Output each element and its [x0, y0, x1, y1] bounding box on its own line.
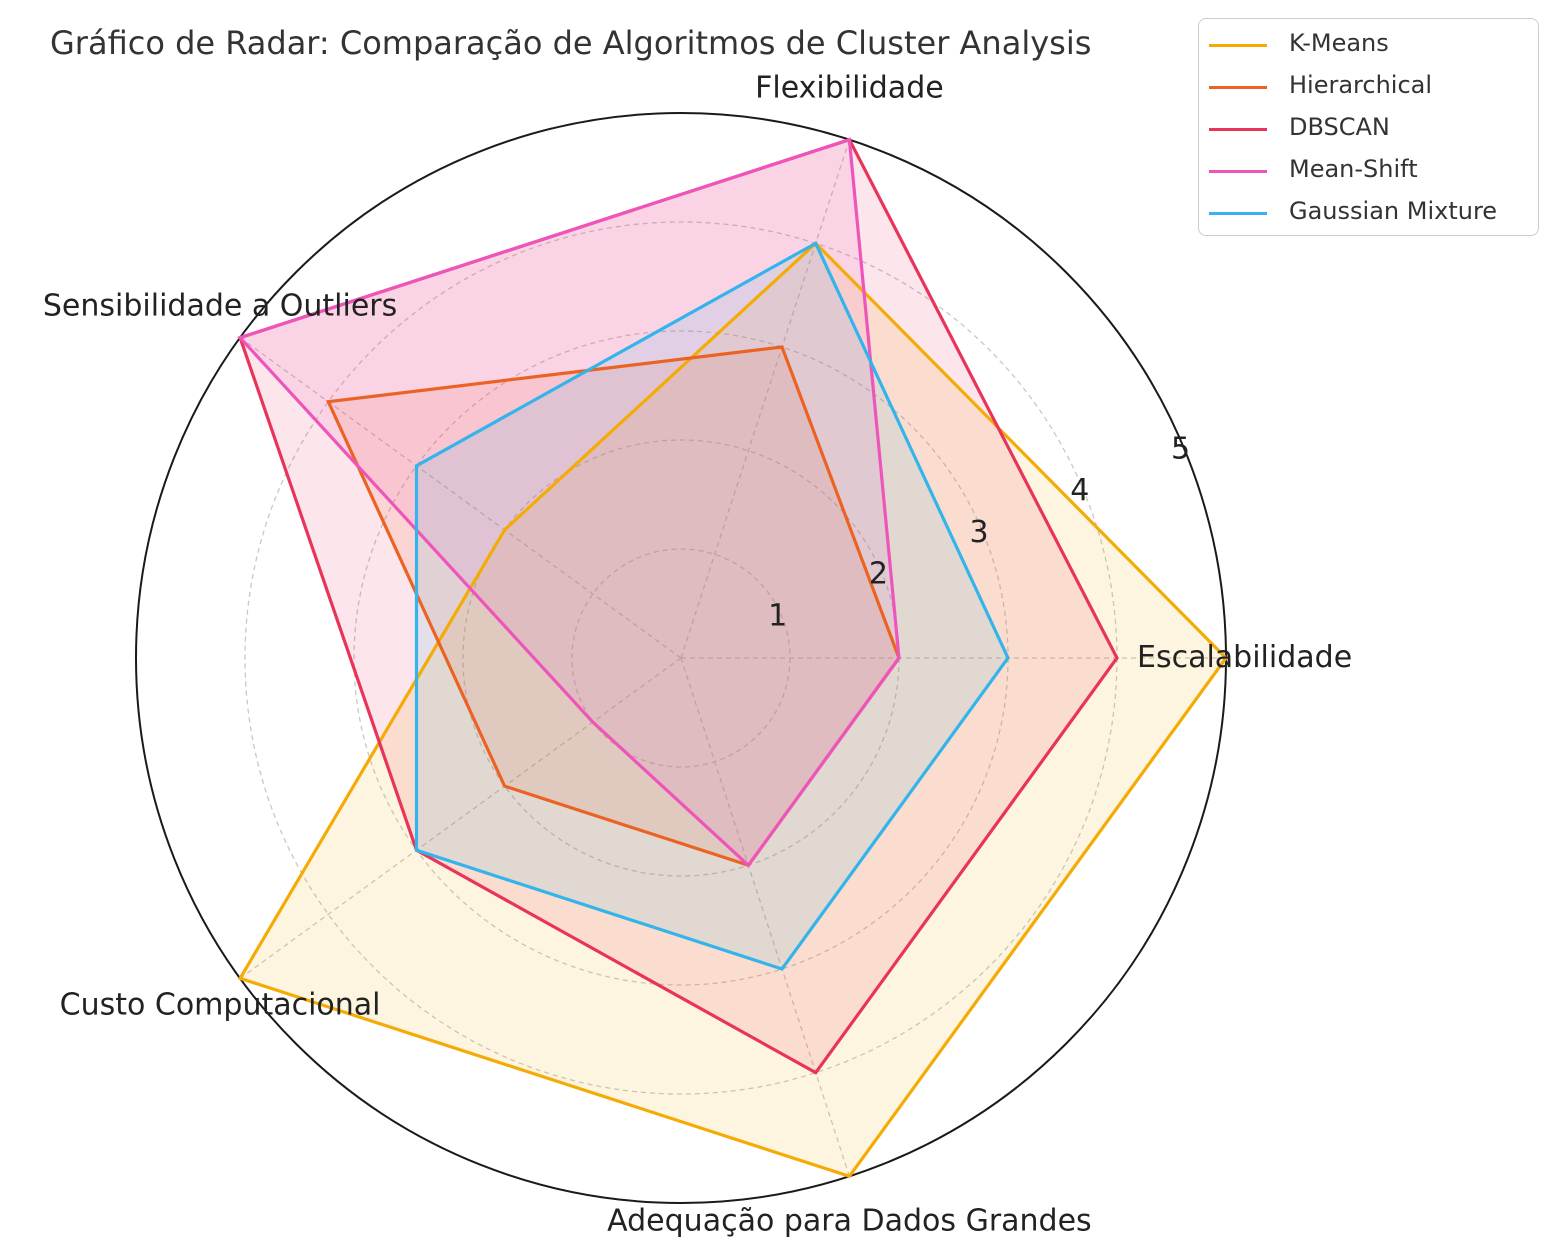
legend-label: DBSCAN [1289, 113, 1390, 141]
axis-label: Flexibilidade [755, 71, 944, 106]
axis-labels: 1 2 3 4 5 Escalabilidade Flexibilidade Sensibil… [43, 71, 1352, 1239]
series-fill [240, 139, 900, 866]
legend-label: Mean-Shift [1289, 155, 1418, 183]
axis-label: Escalabilidade [1137, 640, 1352, 675]
legend-swatch [1209, 212, 1267, 215]
series-lines [237, 137, 1229, 1179]
radial-tick-label: 4 [1070, 473, 1089, 508]
legend-swatch [1209, 170, 1267, 173]
series-fill [240, 139, 1118, 1073]
radial-tick-label: 2 [869, 557, 888, 592]
legend-swatch [1209, 128, 1267, 131]
series-fill [416, 243, 1008, 970]
legend-swatch [1209, 44, 1267, 47]
axis-label: Adequação para Dados Grandes [607, 1203, 1092, 1238]
series-line [238, 137, 1119, 1075]
radar-grid [135, 112, 1227, 1204]
legend-swatch [1209, 86, 1267, 89]
radial-tick-label: 1 [768, 598, 787, 633]
legend: K-Means Hierarchical DBSCAN Mean-Shift G… [1198, 18, 1539, 236]
grid-spoke [239, 337, 682, 659]
series-line [237, 241, 1229, 1179]
legend-label: K-Means [1289, 29, 1389, 57]
legend-label: Hierarchical [1289, 71, 1433, 99]
legend-item-kmeans[interactable]: K-Means [1209, 27, 1529, 63]
legend-item-gaussian-mixture[interactable]: Gaussian Mixture [1209, 195, 1529, 231]
legend-item-dbscan[interactable]: DBSCAN [1209, 111, 1529, 147]
chart-title: Gráfico de Radar: Comparação de Algoritm… [50, 24, 1092, 62]
legend-item-mean-shift[interactable]: Mean-Shift [1209, 153, 1529, 189]
series-fills [240, 139, 1227, 1177]
axis-label: Custo Computacional [60, 987, 381, 1022]
grid-spoke [680, 657, 851, 1177]
legend-item-hierarchical[interactable]: Hierarchical [1209, 69, 1529, 105]
legend-label: Gaussian Mixture [1289, 197, 1498, 225]
grid-spoke [680, 139, 851, 659]
grid-spoke [239, 657, 682, 979]
radial-tick-label: 5 [1171, 431, 1190, 466]
axis-label: Sensibilidade a Outliers [43, 289, 397, 324]
radial-tick-label: 3 [970, 515, 989, 550]
series-line [414, 241, 1010, 971]
series-fill [328, 347, 899, 866]
series-fill [240, 243, 1227, 1177]
